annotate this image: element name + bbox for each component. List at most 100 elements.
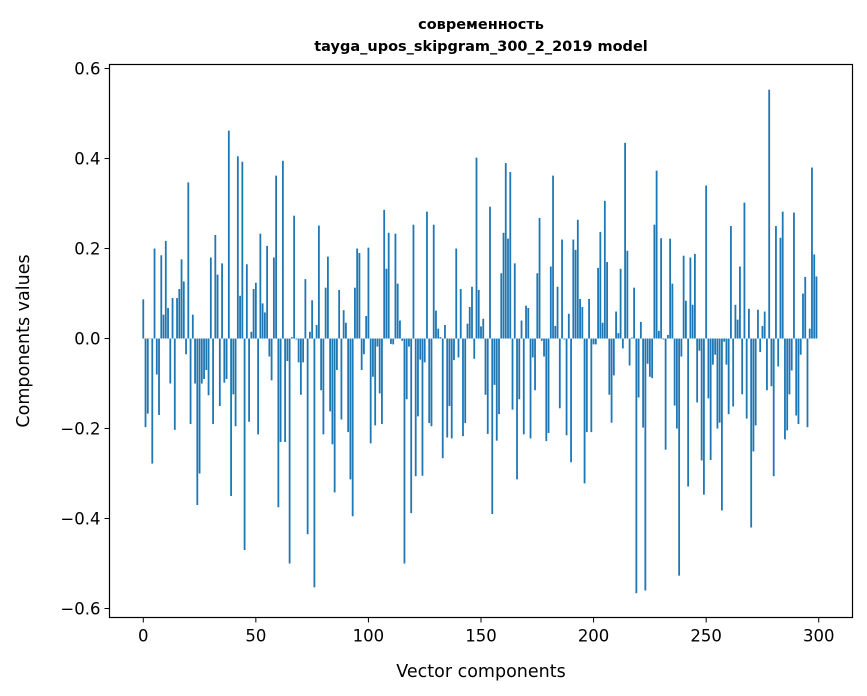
bar xyxy=(376,338,379,347)
bar xyxy=(705,185,708,339)
bar xyxy=(500,273,503,339)
bar xyxy=(155,338,158,375)
x-axis: 0 50 100 150 200 250 300 xyxy=(138,617,834,646)
bar xyxy=(277,338,280,508)
bar xyxy=(784,338,786,440)
bar xyxy=(675,338,678,429)
bar xyxy=(176,298,178,339)
bar xyxy=(441,338,444,459)
bar xyxy=(709,338,712,461)
bar xyxy=(630,337,633,339)
bar xyxy=(453,338,455,361)
bar xyxy=(621,338,624,349)
bar xyxy=(408,338,410,347)
bar xyxy=(252,289,255,339)
bar xyxy=(261,303,264,339)
bar xyxy=(342,310,345,339)
bars-group xyxy=(142,89,818,594)
bar xyxy=(178,289,181,339)
bar xyxy=(574,249,577,339)
bar xyxy=(189,338,192,425)
bar xyxy=(599,231,602,339)
bar xyxy=(378,338,381,394)
bar xyxy=(601,322,604,339)
bar xyxy=(673,338,676,406)
bar xyxy=(205,338,208,371)
bar xyxy=(700,338,703,461)
bar xyxy=(522,338,525,435)
bar xyxy=(531,338,534,358)
bar xyxy=(295,338,298,340)
bar xyxy=(642,338,645,428)
bar xyxy=(430,338,433,427)
bar xyxy=(624,142,626,339)
bar xyxy=(225,338,228,380)
bar xyxy=(525,305,527,339)
bar xyxy=(513,263,516,339)
bar xyxy=(365,316,368,339)
bar xyxy=(556,286,559,339)
bar xyxy=(594,338,597,345)
bar xyxy=(239,295,241,339)
bar xyxy=(212,338,214,425)
bar xyxy=(786,338,789,431)
bar xyxy=(236,156,239,339)
bar xyxy=(590,338,593,433)
bar xyxy=(356,248,359,339)
bar xyxy=(671,283,674,339)
bar xyxy=(639,321,642,339)
bar xyxy=(275,175,278,339)
bar xyxy=(329,338,332,412)
bar xyxy=(444,325,446,339)
bar xyxy=(230,338,232,497)
bar xyxy=(401,338,404,341)
bar xyxy=(437,328,440,339)
bar xyxy=(207,338,210,396)
y-tick-label: 0.2 xyxy=(74,240,100,259)
bar xyxy=(293,215,296,339)
y-tick-label: 0.4 xyxy=(74,150,100,169)
bar xyxy=(367,247,370,339)
bar xyxy=(257,338,260,435)
bar xyxy=(576,219,579,339)
bar xyxy=(288,338,291,564)
bar xyxy=(518,338,521,400)
bar xyxy=(759,338,762,353)
bar xyxy=(349,338,352,480)
bar xyxy=(308,331,311,339)
bar xyxy=(336,338,338,371)
bar xyxy=(151,338,154,464)
bar xyxy=(426,211,428,339)
bar xyxy=(707,338,710,399)
bar xyxy=(182,281,185,339)
bar xyxy=(795,338,798,416)
bar xyxy=(536,273,539,339)
bar xyxy=(752,338,755,452)
bar xyxy=(653,224,656,339)
y-tick-label: −0.6 xyxy=(60,600,100,619)
bar xyxy=(363,338,365,355)
y-tick-label: 0.6 xyxy=(74,60,100,79)
bar xyxy=(414,338,417,477)
bar xyxy=(687,338,690,487)
y-tick-label: 0.0 xyxy=(74,330,100,349)
bar xyxy=(572,239,575,339)
bar xyxy=(534,338,536,391)
bar xyxy=(592,338,595,345)
bar xyxy=(736,319,739,339)
bar xyxy=(435,310,437,339)
bar xyxy=(326,256,329,339)
bar xyxy=(770,338,773,387)
bar xyxy=(482,318,485,339)
bar xyxy=(185,338,187,355)
bar xyxy=(279,338,282,443)
bar xyxy=(480,326,482,339)
bar xyxy=(788,338,791,395)
x-tick-label: 150 xyxy=(465,627,497,646)
bar xyxy=(540,338,543,341)
bar xyxy=(428,338,431,424)
bar xyxy=(399,320,401,339)
bar xyxy=(680,338,683,357)
bar xyxy=(417,338,419,417)
bar xyxy=(684,300,687,339)
